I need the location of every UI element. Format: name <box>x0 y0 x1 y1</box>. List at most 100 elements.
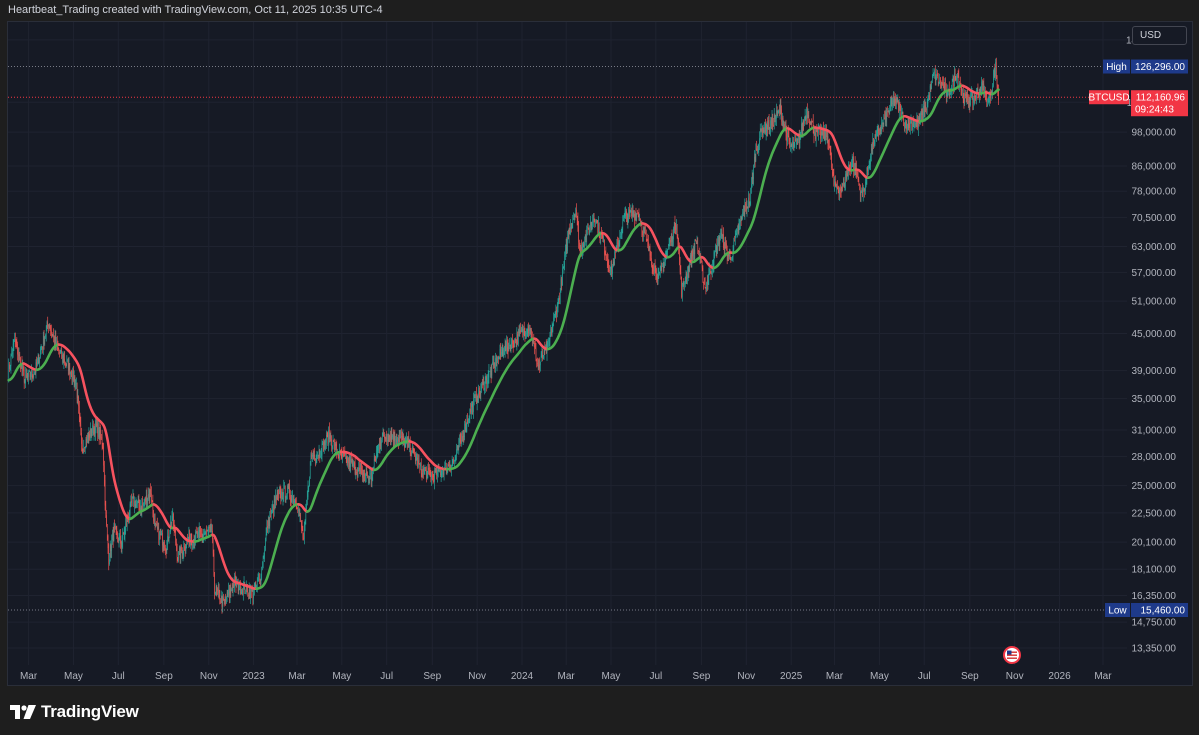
candle-body <box>779 104 781 113</box>
candle-body <box>789 140 790 147</box>
candle-body <box>915 123 916 126</box>
candle-body <box>218 589 219 591</box>
candle-body <box>140 507 142 512</box>
candle-body <box>84 447 85 449</box>
candle-body <box>815 128 817 140</box>
candle-body <box>541 354 543 356</box>
candle-body <box>453 460 454 462</box>
candle-body <box>231 589 232 591</box>
candle-body <box>818 128 819 134</box>
ma-segment-falling <box>57 343 132 521</box>
candle-body <box>659 271 660 274</box>
candle-body <box>57 347 59 350</box>
candle-body <box>223 597 224 601</box>
candle-body <box>49 325 51 330</box>
candle-body <box>457 445 459 450</box>
candle-body <box>345 452 346 456</box>
candle-body <box>59 352 60 354</box>
candle-body <box>470 408 471 413</box>
candle-body <box>115 526 117 529</box>
candle-body <box>482 381 484 385</box>
candle-body <box>611 266 612 274</box>
price-axis[interactable]: 140,000.00110,000.0098,000.0086,000.0078… <box>1126 35 1176 654</box>
candle-body <box>441 470 443 474</box>
candle-body <box>887 111 889 112</box>
candle-body <box>912 123 913 130</box>
candle-body <box>821 131 822 139</box>
candle-body <box>961 89 963 91</box>
candle-body <box>632 211 633 216</box>
candle-body <box>759 138 760 145</box>
candle-body <box>255 583 257 588</box>
candle-body <box>351 458 352 463</box>
candle-body <box>902 112 904 116</box>
candle-body <box>175 532 176 543</box>
candle-body <box>523 329 525 331</box>
candle-body <box>897 101 899 103</box>
candle-body <box>671 233 673 242</box>
last-price-tag <box>1131 90 1188 117</box>
candle-body <box>440 473 442 475</box>
ma-segment-rising <box>305 450 343 513</box>
candle-body <box>26 376 28 378</box>
candle-body <box>852 159 854 161</box>
candle-body <box>887 110 888 112</box>
candle-body <box>806 108 807 120</box>
candle-body <box>754 156 756 161</box>
candle-body <box>958 76 960 87</box>
candle-body <box>598 223 600 237</box>
candle-body <box>707 282 708 285</box>
tradingview-logo[interactable]: TradingView <box>10 702 139 722</box>
candle-body <box>596 220 598 223</box>
candle-body <box>726 243 727 249</box>
candle-body <box>204 532 206 535</box>
candle-body <box>183 546 185 553</box>
candle-body <box>600 232 601 239</box>
candle-body <box>120 543 122 547</box>
candle-body <box>775 118 776 120</box>
candle-body <box>515 338 516 341</box>
candle-body <box>982 83 984 86</box>
candle-body <box>119 535 121 537</box>
candle-body <box>461 436 462 442</box>
candle-body <box>653 268 654 272</box>
candle-body <box>78 396 79 407</box>
event-marker[interactable] <box>1003 646 1021 664</box>
candle-body <box>768 120 770 130</box>
candle-body <box>62 355 64 363</box>
candle-body <box>543 348 545 358</box>
candle-body <box>282 491 283 499</box>
candle-body <box>616 242 618 249</box>
ma-segment-falling <box>961 84 982 95</box>
candle-body <box>118 538 119 542</box>
candle-body <box>286 493 287 497</box>
candle-body <box>305 509 307 521</box>
candle-body <box>304 526 305 540</box>
candle-body <box>957 75 958 79</box>
candle-body <box>123 534 125 535</box>
candle-body <box>534 342 535 348</box>
candle-body <box>35 362 37 374</box>
candle-body <box>173 514 174 527</box>
ma-segment-falling <box>813 126 853 172</box>
currency-button[interactable]: USD <box>1132 26 1187 45</box>
candle-body <box>184 546 185 551</box>
candle-body <box>830 151 832 156</box>
candle-body <box>449 466 451 468</box>
candle-body <box>905 121 907 123</box>
candle-body <box>469 408 471 420</box>
candle-body <box>607 260 609 266</box>
candle-body <box>430 474 432 480</box>
candle-body <box>540 355 542 362</box>
candle-body <box>781 109 782 122</box>
candles <box>8 57 999 614</box>
ma-segment-rising <box>731 127 789 255</box>
time-axis[interactable]: Mar May Jul Sep Nov 2023 Mar May Jul Sep Nov 2024 Ma… <box>20 671 1112 682</box>
candle-body <box>275 496 276 503</box>
candle-body <box>943 83 944 86</box>
candle-body <box>487 380 488 385</box>
candle-body <box>904 125 905 127</box>
candle-body <box>937 76 939 83</box>
time-tick-label: Sep <box>961 671 979 682</box>
